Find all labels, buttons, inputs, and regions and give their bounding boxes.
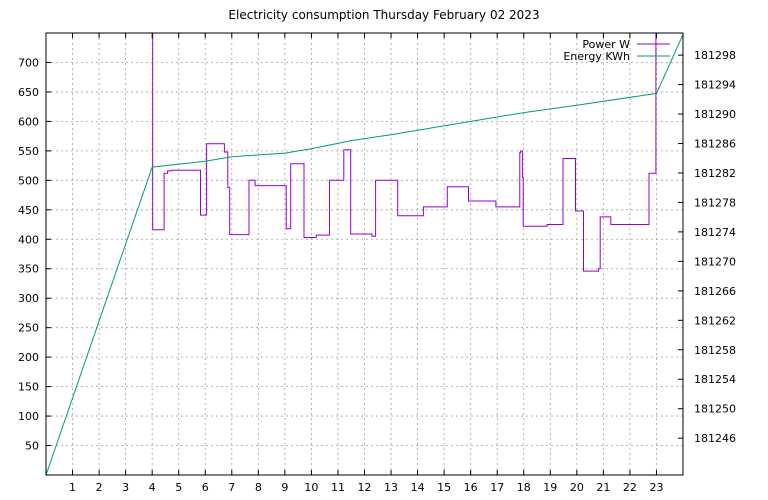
y-tick-label: 100 — [18, 410, 39, 423]
y2-tick-label: 181298 — [694, 49, 736, 62]
series-line-energy-kwh — [46, 34, 683, 475]
y2-tick-label: 181294 — [694, 79, 736, 92]
y2-tick-label: 181282 — [694, 167, 736, 180]
y-tick-label: 50 — [25, 440, 39, 453]
legend-label-energy-kwh: Energy KWh — [563, 50, 630, 63]
x-tick-label: 6 — [202, 481, 209, 494]
y-tick-label: 650 — [18, 86, 39, 99]
x-tick-label: 3 — [122, 481, 129, 494]
y-tick-label: 600 — [18, 115, 39, 128]
x-tick-label: 2 — [96, 481, 103, 494]
y-tick-label: 700 — [18, 56, 39, 69]
grid — [46, 33, 683, 475]
x-tick-label: 17 — [490, 481, 504, 494]
y2-tick-label: 181286 — [694, 138, 736, 151]
y-tick-label: 500 — [18, 174, 39, 187]
y2-tick-label: 181270 — [694, 255, 736, 268]
x-tick-label: 13 — [384, 481, 398, 494]
y-tick-label: 250 — [18, 322, 39, 335]
y2-tick-label: 181262 — [694, 314, 736, 327]
y2-tick-label: 181278 — [694, 196, 736, 209]
y-tick-label: 550 — [18, 145, 39, 158]
y-tick-label: 150 — [18, 381, 39, 394]
y2-tick-label: 181290 — [694, 108, 736, 121]
x-tick-label: 15 — [437, 481, 451, 494]
x-tick-label: 23 — [649, 481, 663, 494]
x-tick-label: 21 — [596, 481, 610, 494]
ticks: 1 2 3 4 5 6 7 8 9 10 11 12 13 14 15 16 17 18 19 20 21 22 23501… — [18, 33, 736, 494]
x-tick-label: 14 — [411, 481, 425, 494]
x-tick-label: 4 — [149, 481, 156, 494]
series-group — [46, 33, 683, 475]
x-tick-label: 10 — [304, 481, 318, 494]
y-tick-label: 200 — [18, 351, 39, 364]
chart-title: Electricity consumption Thursday Februar… — [228, 8, 540, 22]
x-tick-label: 5 — [175, 481, 182, 494]
y-tick-label: 450 — [18, 204, 39, 217]
x-tick-label: 11 — [331, 481, 345, 494]
legend-label-power-w: Power W — [582, 38, 630, 51]
y2-tick-label: 181258 — [694, 344, 736, 357]
x-tick-label: 19 — [543, 481, 557, 494]
x-tick-label: 22 — [623, 481, 637, 494]
x-tick-label: 16 — [464, 481, 478, 494]
y-tick-label: 300 — [18, 292, 39, 305]
x-tick-label: 9 — [281, 481, 288, 494]
y2-tick-label: 181254 — [694, 373, 736, 386]
y2-tick-label: 181266 — [694, 285, 736, 298]
x-tick-label: 8 — [255, 481, 262, 494]
y2-tick-label: 181250 — [694, 403, 736, 416]
x-tick-label: 12 — [358, 481, 372, 494]
series-line-power-w — [152, 33, 657, 272]
x-tick-label: 20 — [570, 481, 584, 494]
x-tick-label: 1 — [69, 481, 76, 494]
x-tick-label: 7 — [228, 481, 235, 494]
x-tick-label: 18 — [517, 481, 531, 494]
y-tick-label: 400 — [18, 233, 39, 246]
y2-tick-label: 181246 — [694, 432, 736, 445]
y-tick-label: 350 — [18, 263, 39, 276]
y2-tick-label: 181274 — [694, 226, 736, 239]
